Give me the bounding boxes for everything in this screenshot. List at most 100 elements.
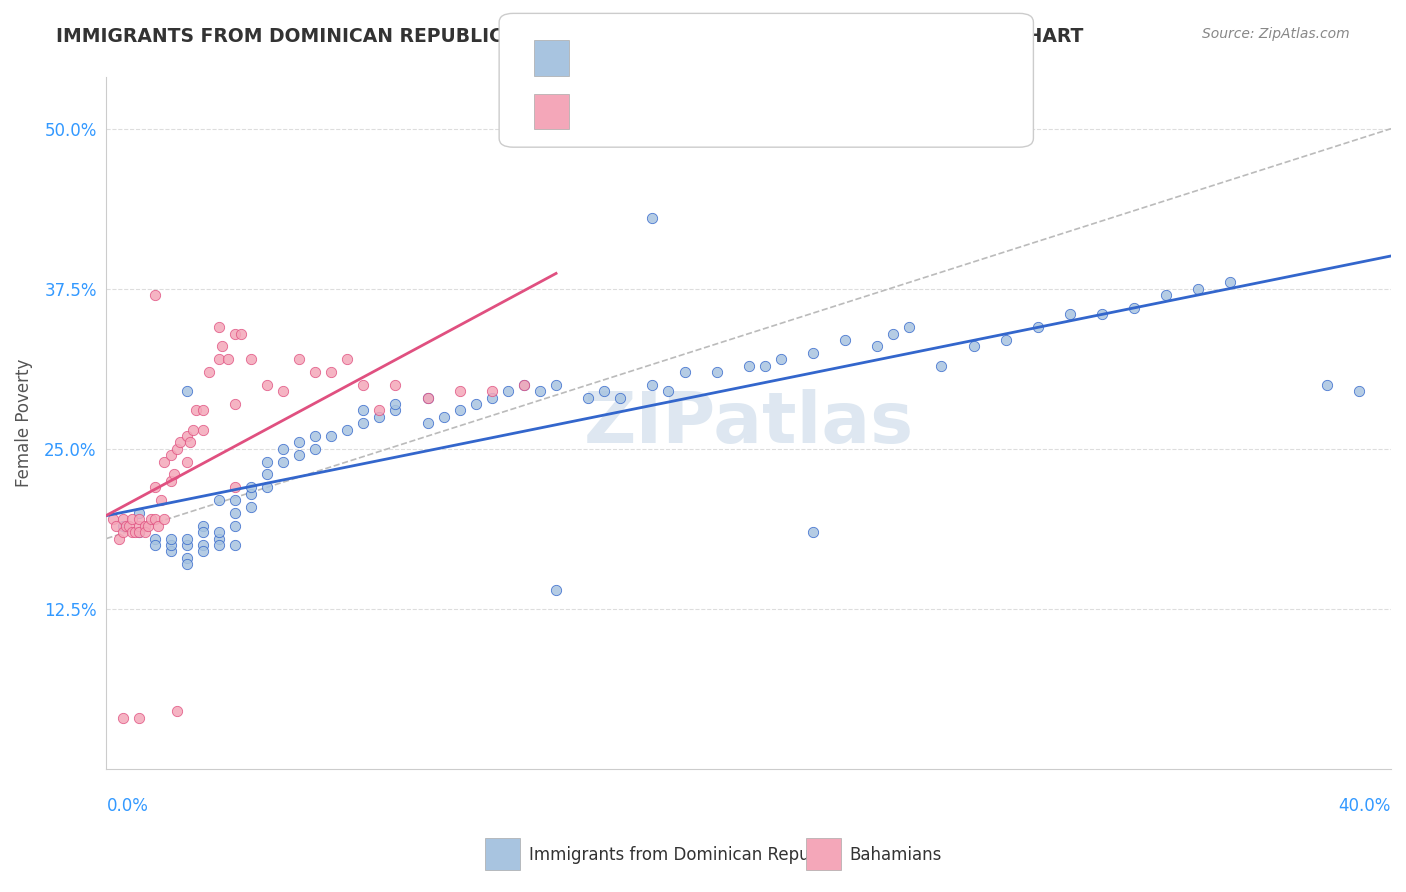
Point [481, 384, 503, 399]
Point [186, 403, 208, 417]
Point [416, 391, 439, 405]
Point [657, 384, 679, 399]
Text: Immigrants from Dominican Republic: Immigrants from Dominican Republic [529, 846, 838, 863]
Point [159, 538, 181, 552]
Point [105, 518, 128, 533]
Point [128, 711, 150, 725]
Point [134, 525, 156, 540]
Point [159, 544, 181, 558]
Point [191, 544, 214, 558]
Text: 0.0%: 0.0% [107, 797, 149, 814]
Point [166, 705, 188, 719]
Point [191, 538, 214, 552]
Point [128, 512, 150, 526]
Point [834, 333, 856, 347]
Point [641, 377, 664, 392]
Point [111, 512, 134, 526]
Point [496, 384, 519, 399]
Point [208, 532, 231, 546]
Point [153, 512, 176, 526]
Point [208, 538, 231, 552]
Point [128, 525, 150, 540]
Point [169, 435, 191, 450]
Point [143, 288, 166, 302]
Point [128, 506, 150, 520]
Point [352, 377, 374, 392]
Point [1026, 320, 1049, 334]
Point [288, 435, 311, 450]
Point [128, 518, 150, 533]
Point [239, 500, 262, 514]
Point [641, 211, 664, 226]
Point [101, 512, 124, 526]
Point [239, 352, 262, 367]
Point [191, 525, 214, 540]
Point [271, 384, 294, 399]
Point [271, 442, 294, 456]
Point [159, 474, 181, 488]
Point [336, 423, 359, 437]
Text: R =: R = [586, 49, 623, 67]
Text: IMMIGRANTS FROM DOMINICAN REPUBLIC VS BAHAMIAN FEMALE POVERTY CORRELATION CHART: IMMIGRANTS FROM DOMINICAN REPUBLIC VS BA… [56, 27, 1084, 45]
Point [464, 397, 486, 411]
Text: N =: N = [678, 49, 714, 67]
Point [176, 455, 198, 469]
Point [218, 352, 240, 367]
Point [239, 486, 262, 500]
Point [1219, 276, 1241, 290]
Point [191, 423, 214, 437]
Point [416, 417, 439, 431]
Point [256, 455, 278, 469]
Point [181, 423, 204, 437]
Point [352, 417, 374, 431]
Point [128, 525, 150, 540]
Point [481, 391, 503, 405]
Point [1187, 282, 1209, 296]
Point [368, 409, 391, 424]
Point [609, 391, 631, 405]
Text: N =: N = [678, 103, 714, 120]
Point [994, 333, 1017, 347]
Point [136, 518, 159, 533]
Point [108, 532, 131, 546]
Text: ZIPatlas: ZIPatlas [583, 389, 914, 458]
Text: 62: 62 [713, 103, 734, 120]
Point [1091, 307, 1114, 321]
Text: 40.0%: 40.0% [1339, 797, 1391, 814]
Point [176, 550, 198, 565]
Point [231, 326, 253, 341]
Point [159, 448, 181, 462]
Point [304, 442, 326, 456]
Point [304, 365, 326, 379]
Point [336, 352, 359, 367]
Text: 83: 83 [713, 49, 734, 67]
Point [1316, 377, 1339, 392]
Point [738, 359, 761, 373]
Point [433, 409, 456, 424]
Point [224, 518, 246, 533]
Point [239, 480, 262, 494]
Point [143, 538, 166, 552]
Point [801, 525, 824, 540]
Point [673, 365, 696, 379]
Point [513, 377, 536, 392]
Point [706, 365, 728, 379]
Point [1347, 384, 1369, 399]
Point [384, 377, 406, 392]
Point [882, 326, 904, 341]
Point [384, 403, 406, 417]
Point [198, 365, 221, 379]
Point [256, 377, 278, 392]
Point [224, 506, 246, 520]
Point [352, 403, 374, 417]
Point [1154, 288, 1177, 302]
Point [166, 442, 188, 456]
Point [801, 346, 824, 360]
Point [121, 525, 143, 540]
Point [288, 352, 311, 367]
Point [1059, 307, 1081, 321]
Point [176, 532, 198, 546]
Point [118, 518, 141, 533]
Point [962, 339, 984, 353]
Point [593, 384, 616, 399]
